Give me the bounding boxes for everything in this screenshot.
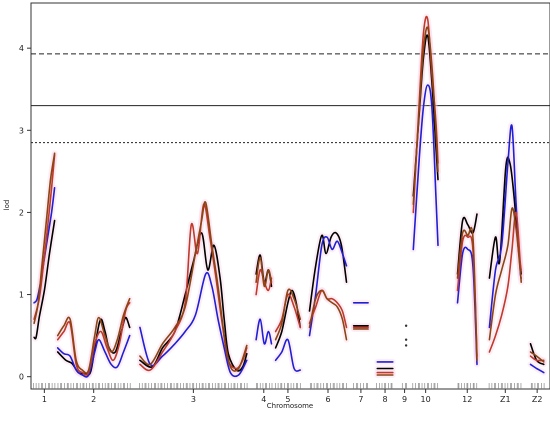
chromosome-label-4: 4 <box>261 395 266 404</box>
lod-curve-series-1-chr-10 <box>456 213 478 275</box>
chromosome-label-6: 6 <box>325 395 330 404</box>
chromosome-label-8: 8 <box>383 395 388 404</box>
marker-dot <box>404 344 408 347</box>
lod-curve-series-2-chr-6 <box>308 235 348 337</box>
y-tick-label: 4 <box>19 44 24 53</box>
y-tick-label: 3 <box>19 126 24 135</box>
lod-curve-series-1-chr-1 <box>33 219 56 340</box>
y-tick-label: 1 <box>19 291 24 300</box>
lod-curve-series-4-chr-1 <box>33 152 56 325</box>
lod-curve-series-3-chr-4 <box>255 268 273 296</box>
threshold-lines <box>31 53 550 144</box>
lod-curve-series-3-chr-2 <box>56 302 131 376</box>
chromosome-label-12: 12 <box>462 395 472 404</box>
lod-curve-series-1-chr-6 <box>308 231 348 312</box>
lod-curve-series-2-chr-3 <box>139 272 248 378</box>
y-axis-title: lod <box>3 200 11 211</box>
lod-curves <box>31 13 547 380</box>
chromosome-label-3: 3 <box>191 395 196 404</box>
lod-curve-series-3-chr-6 <box>308 289 348 329</box>
chromosome-label-Z1: Z1 <box>500 395 511 404</box>
chromosome-label-Z2: Z2 <box>532 395 543 404</box>
marker-points <box>404 324 408 347</box>
chromosome-label-10: 10 <box>421 395 431 404</box>
x-axis-title: Chromosome <box>267 402 314 410</box>
lod-curve-series-4-chr-6 <box>308 289 348 341</box>
y-tick-label: 2 <box>19 208 24 217</box>
chromosome-label-2: 2 <box>91 395 96 404</box>
lod-curve-series-2-chr-9 <box>412 84 439 251</box>
lod-curve-series-4-chr-3 <box>139 201 248 372</box>
lod-curve-series-4-chr-Z1 <box>529 351 545 363</box>
chromosome-label-1: 1 <box>42 395 47 404</box>
lod-curve-series-2-chr-4 <box>255 318 273 345</box>
lod-curve-series-4-chr-10 <box>456 226 478 362</box>
lod-curve-series-4-chr-9 <box>412 26 439 205</box>
chromosome-label-7: 7 <box>358 395 363 404</box>
x-axis: 1 2 3 4 5 6 7 8 9 10 12 Z1 Z2 <box>33 383 545 404</box>
lod-curve-series-2-chr-Z1 <box>529 363 545 374</box>
lod-curve-series-4-chr-12 <box>488 207 522 341</box>
chromosome-label-9: 9 <box>402 395 407 404</box>
lod-curve-series-4-chr-2 <box>56 297 131 374</box>
y-axis: 0 1 2 3 4 <box>19 44 31 382</box>
lod-curve-series-4-chr-4 <box>255 256 273 288</box>
marker-dot <box>404 324 408 327</box>
marker-dot <box>404 338 408 341</box>
lod-curve-series-3-chr-12 <box>488 211 522 353</box>
lod-curve-series-2-chr-5 <box>274 338 302 372</box>
y-tick-label: 0 <box>19 373 24 382</box>
plot-frame <box>30 2 550 390</box>
chromosome-label-5: 5 <box>285 395 290 404</box>
lod-curve-series-3-chr-5 <box>274 293 302 333</box>
lod-curve-series-4-chr-5 <box>274 288 302 341</box>
lod-curve-series-2-chr-2 <box>56 334 131 378</box>
